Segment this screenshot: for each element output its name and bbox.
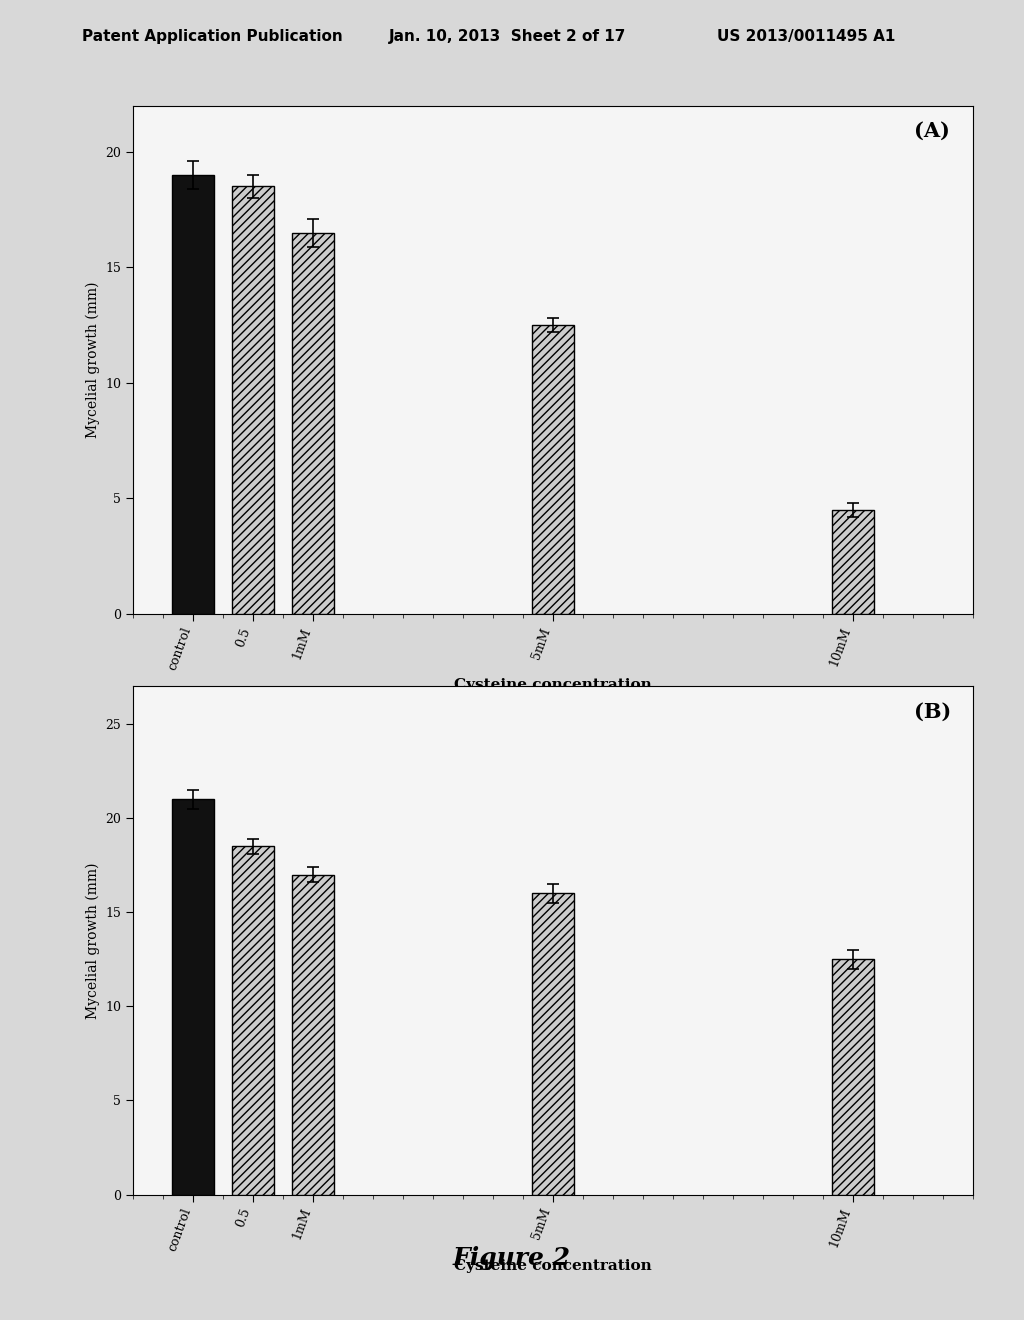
X-axis label: Cysteine concentration: Cysteine concentration (454, 678, 652, 692)
Text: (A): (A) (914, 121, 950, 141)
Bar (292, 232, 334, 614)
Bar (232, 186, 274, 614)
Text: (B): (B) (914, 702, 951, 722)
Bar (532, 325, 573, 614)
Text: Patent Application Publication: Patent Application Publication (82, 29, 343, 44)
X-axis label: Cysteine concentration: Cysteine concentration (454, 1259, 652, 1272)
Bar (172, 800, 214, 1195)
Text: US 2013/0011495 A1: US 2013/0011495 A1 (717, 29, 895, 44)
Text: Figure 2: Figure 2 (453, 1246, 571, 1270)
Text: Jan. 10, 2013  Sheet 2 of 17: Jan. 10, 2013 Sheet 2 of 17 (389, 29, 627, 44)
Bar (172, 174, 214, 614)
Bar (232, 846, 274, 1195)
Bar (292, 875, 334, 1195)
Y-axis label: Mycelial growth (mm): Mycelial growth (mm) (85, 281, 99, 438)
Bar (532, 894, 573, 1195)
Bar (831, 960, 873, 1195)
Y-axis label: Mycelial growth (mm): Mycelial growth (mm) (85, 862, 99, 1019)
Bar (831, 510, 873, 614)
